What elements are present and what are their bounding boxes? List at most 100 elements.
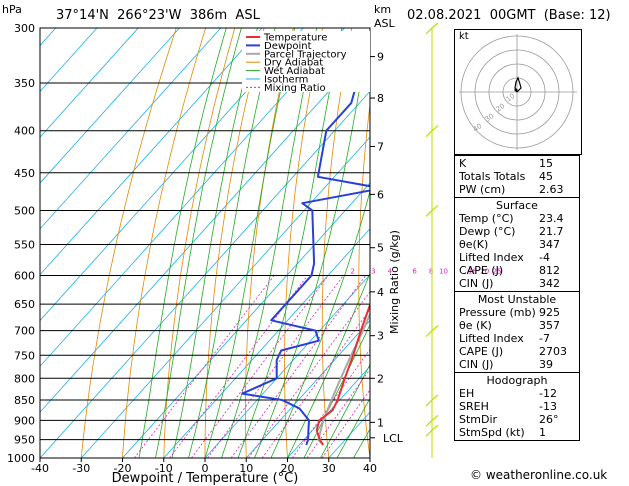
hodograph-row: EH -12 (459, 387, 575, 400)
pressure-tick-label: 400 (14, 125, 35, 138)
dry-adiabat-line (80, 28, 177, 458)
hodograph-storm-motion (514, 88, 518, 92)
wind-barb (425, 22, 439, 35)
legend-label: Dry Adiabat (264, 58, 323, 69)
mixing-ratio-axis-title: Mixing Ratio (g/kg) (388, 230, 401, 334)
km-tick-label: 3 (377, 330, 384, 343)
surface-row: θe(K) 347 (459, 238, 575, 251)
km-tick-label: 8 (377, 92, 384, 105)
surface-section: Surface Temp (°C) 23.4 Dewp (°C) 21.7 θe(K) 3… (454, 198, 580, 292)
pressure-tick-label: 550 (14, 238, 35, 251)
index-label: θe(K) (459, 238, 489, 251)
temperature-tick-label: -30 (72, 462, 90, 475)
dry-adiabat-line (321, 28, 353, 458)
hodograph-trace (514, 76, 522, 93)
km-tick-label: 1 (377, 416, 384, 429)
temperature-tick-label: -40 (31, 462, 49, 475)
index-label: CAPE (J) (459, 264, 504, 277)
index-label: Pressure (mb) (459, 306, 536, 319)
wind-barb (425, 424, 439, 437)
most-unstable-row: θe (K) 357 (459, 319, 575, 332)
section-title: Hodograph (486, 374, 548, 387)
section-title: Surface (496, 199, 538, 212)
dry-adiabat-line (615, 28, 629, 458)
index-value: 347 (539, 238, 560, 251)
km-tick-label: 7 (377, 140, 384, 153)
mixing-ratio-tick-label: 2 (350, 268, 354, 276)
wind-barb (425, 394, 439, 407)
index-value: 21.7 (539, 225, 564, 238)
legend-label: Temperature (263, 33, 327, 44)
isotherm-line (204, 274, 370, 458)
hpa-axis-unit: hPa (2, 3, 22, 16)
mixing-ratio-line (191, 275, 329, 458)
pressure-tick-label: 950 (14, 434, 35, 447)
isotherm-line (163, 228, 370, 458)
index-value: -7 (539, 332, 550, 345)
hodograph-ring-label: 30 (484, 112, 496, 124)
parcel-trajectory-curve (317, 311, 370, 446)
index-label: SREH (459, 400, 489, 413)
pressure-tick-label: 450 (14, 167, 35, 180)
location-title: 37°14'N 266°23'W 386m ASL (56, 8, 260, 23)
wet-adiabat-line (138, 28, 227, 458)
index-label: EH (459, 387, 475, 400)
mixing-ratio-line (261, 308, 370, 458)
hodograph-section: Hodograph EH -12 SREH -13 StmDir 26° StmSpd (k… (454, 373, 580, 441)
mixing-ratio-tick-label: 6 (412, 268, 417, 276)
wet-adiabat-line (155, 28, 242, 458)
datetime-title: 02.08.2021 00GMT (Base: 12) (407, 8, 611, 23)
index-value: 2.63 (539, 183, 564, 196)
pressure-tick-label: 500 (14, 204, 35, 217)
lcl-label: LCL (383, 432, 404, 445)
wind-barb (425, 414, 439, 427)
legend-label: Isotherm (264, 75, 308, 86)
legend-label: Mixing Ratio (264, 83, 326, 94)
index-value: 39 (539, 358, 553, 371)
index-label: Temp (°C) (459, 212, 514, 225)
isotherm-line (40, 28, 180, 184)
pressure-tick-label: 750 (14, 349, 35, 362)
most-unstable-row: CAPE (J) 2703 (459, 345, 575, 358)
mixing-ratio-tick-label: 16 (468, 268, 477, 276)
hodograph-row: SREH -13 (459, 400, 575, 413)
wet-adiabat-line (336, 397, 370, 458)
totals-totals-row: Totals Totals 45 (459, 170, 575, 183)
index-value: 925 (539, 306, 560, 319)
mixing-ratio-line (248, 291, 370, 458)
hodograph-unit: kt (459, 31, 469, 42)
temperature-tick-label: -10 (155, 462, 173, 475)
surface-row: CAPE (J) 812 (459, 264, 575, 277)
index-label: CAPE (J) (459, 345, 504, 358)
surface-row: Temp (°C) 23.4 (459, 212, 575, 225)
hodograph-ring-label: 20 (495, 102, 507, 114)
index-value: 812 (539, 264, 560, 277)
k-index-row: K 15 (459, 157, 575, 170)
temperature-tick-label: 20 (281, 462, 295, 475)
pressure-tick-label: 900 (14, 414, 35, 427)
index-value: 357 (539, 319, 560, 332)
isotherm-line (40, 28, 139, 138)
pressure-tick-label: 1000 (7, 452, 35, 465)
pressure-tick-label: 600 (14, 270, 35, 283)
km-tick-label: 6 (377, 188, 384, 201)
wind-profile (425, 22, 439, 458)
temperature-tick-label: 30 (322, 462, 336, 475)
hodograph-ring-label: 40 (472, 122, 484, 134)
pressure-tick-label: 300 (14, 22, 35, 35)
pressure-tick-label: 350 (14, 77, 35, 90)
legend-label: Wet Adiabat (264, 66, 325, 77)
index-value: -4 (539, 251, 550, 264)
hodograph-row: StmDir 26° (459, 413, 575, 426)
wet-adiabat-line (188, 28, 276, 458)
index-value: 342 (539, 277, 560, 290)
surface-row: CIN (J) 342 (459, 277, 575, 290)
index-label: StmSpd (kt) (459, 426, 525, 439)
isotherm-line (40, 28, 263, 276)
index-label: Totals Totals (459, 170, 526, 183)
mixing-ratio-line (306, 368, 370, 458)
index-value: 1 (539, 426, 546, 439)
isotherm-line (40, 90, 370, 458)
most-unstable-row: CIN (J) 39 (459, 358, 575, 371)
